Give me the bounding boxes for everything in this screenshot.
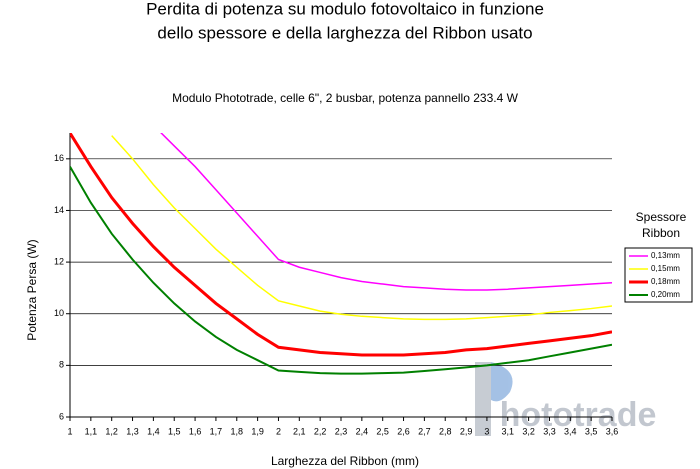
- x-tick-label: 2,3: [335, 426, 348, 436]
- y-tick-label: 8: [59, 360, 64, 370]
- x-tick-label: 1,5: [168, 426, 181, 436]
- x-tick-label: 2,5: [376, 426, 389, 436]
- legend-label: 0,20mm: [651, 290, 680, 299]
- x-tick-label: 1,7: [210, 426, 223, 436]
- series-line: [160, 133, 612, 291]
- series-line: [70, 166, 612, 375]
- legend-label: 0,15mm: [651, 264, 680, 273]
- x-tick-label: 1,4: [147, 426, 160, 436]
- y-tick-label: 10: [54, 308, 64, 318]
- chart-subtitle: Modulo Phototrade, celle 6", 2 busbar, p…: [172, 91, 519, 105]
- x-tick-label: 1,2: [105, 426, 118, 436]
- y-axis-label: Potenza Persa (W): [25, 239, 39, 340]
- x-tick-label: 3,4: [564, 426, 577, 436]
- x-tick-label: 1,1: [85, 426, 98, 436]
- x-tick-label: 1,3: [126, 426, 139, 436]
- legend-label: 0,18mm: [651, 277, 680, 286]
- x-tick-label: 2,4: [356, 426, 369, 436]
- x-tick-label: 3: [484, 426, 489, 436]
- y-tick-label: 12: [54, 256, 64, 266]
- x-tick-label: 2,9: [460, 426, 473, 436]
- x-tick-label: 2: [276, 426, 281, 436]
- x-tick-label: 3,1: [502, 426, 515, 436]
- y-tick-label: 14: [54, 205, 64, 215]
- series-line: [111, 135, 612, 321]
- x-axis-label: Larghezza del Ribbon (mm): [271, 454, 419, 468]
- x-tick-label: 2,8: [439, 426, 452, 436]
- x-tick-label: 3,3: [543, 426, 556, 436]
- plot-area: [70, 133, 612, 375]
- legend-title: Spessore: [636, 210, 687, 224]
- x-tick-label: 2,6: [397, 426, 410, 436]
- chart-title: dello spessore e della larghezza del Rib…: [157, 23, 532, 42]
- chart-title: Perdita di potenza su modulo fotovoltaic…: [146, 0, 544, 18]
- legend-box: [624, 247, 693, 303]
- x-tick-label: 3,6: [606, 426, 619, 436]
- watermark: hototrade: [500, 396, 657, 434]
- x-tick-label: 1,6: [189, 426, 202, 436]
- x-tick-label: 3,5: [585, 426, 598, 436]
- x-tick-label: 1,9: [251, 426, 264, 436]
- x-tick-label: 1,8: [231, 426, 244, 436]
- legend-title: Ribbon: [642, 226, 680, 240]
- x-tick-label: 2,2: [314, 426, 327, 436]
- x-tick-label: 2,7: [418, 426, 431, 436]
- x-tick-label: 2,1: [293, 426, 306, 436]
- y-tick-label: 6: [59, 411, 64, 421]
- x-tick-label: 1: [67, 426, 72, 436]
- x-tick-label: 3,2: [522, 426, 535, 436]
- legend-label: 0,13mm: [651, 251, 680, 260]
- y-tick-label: 16: [54, 153, 64, 163]
- series-line: [70, 133, 612, 357]
